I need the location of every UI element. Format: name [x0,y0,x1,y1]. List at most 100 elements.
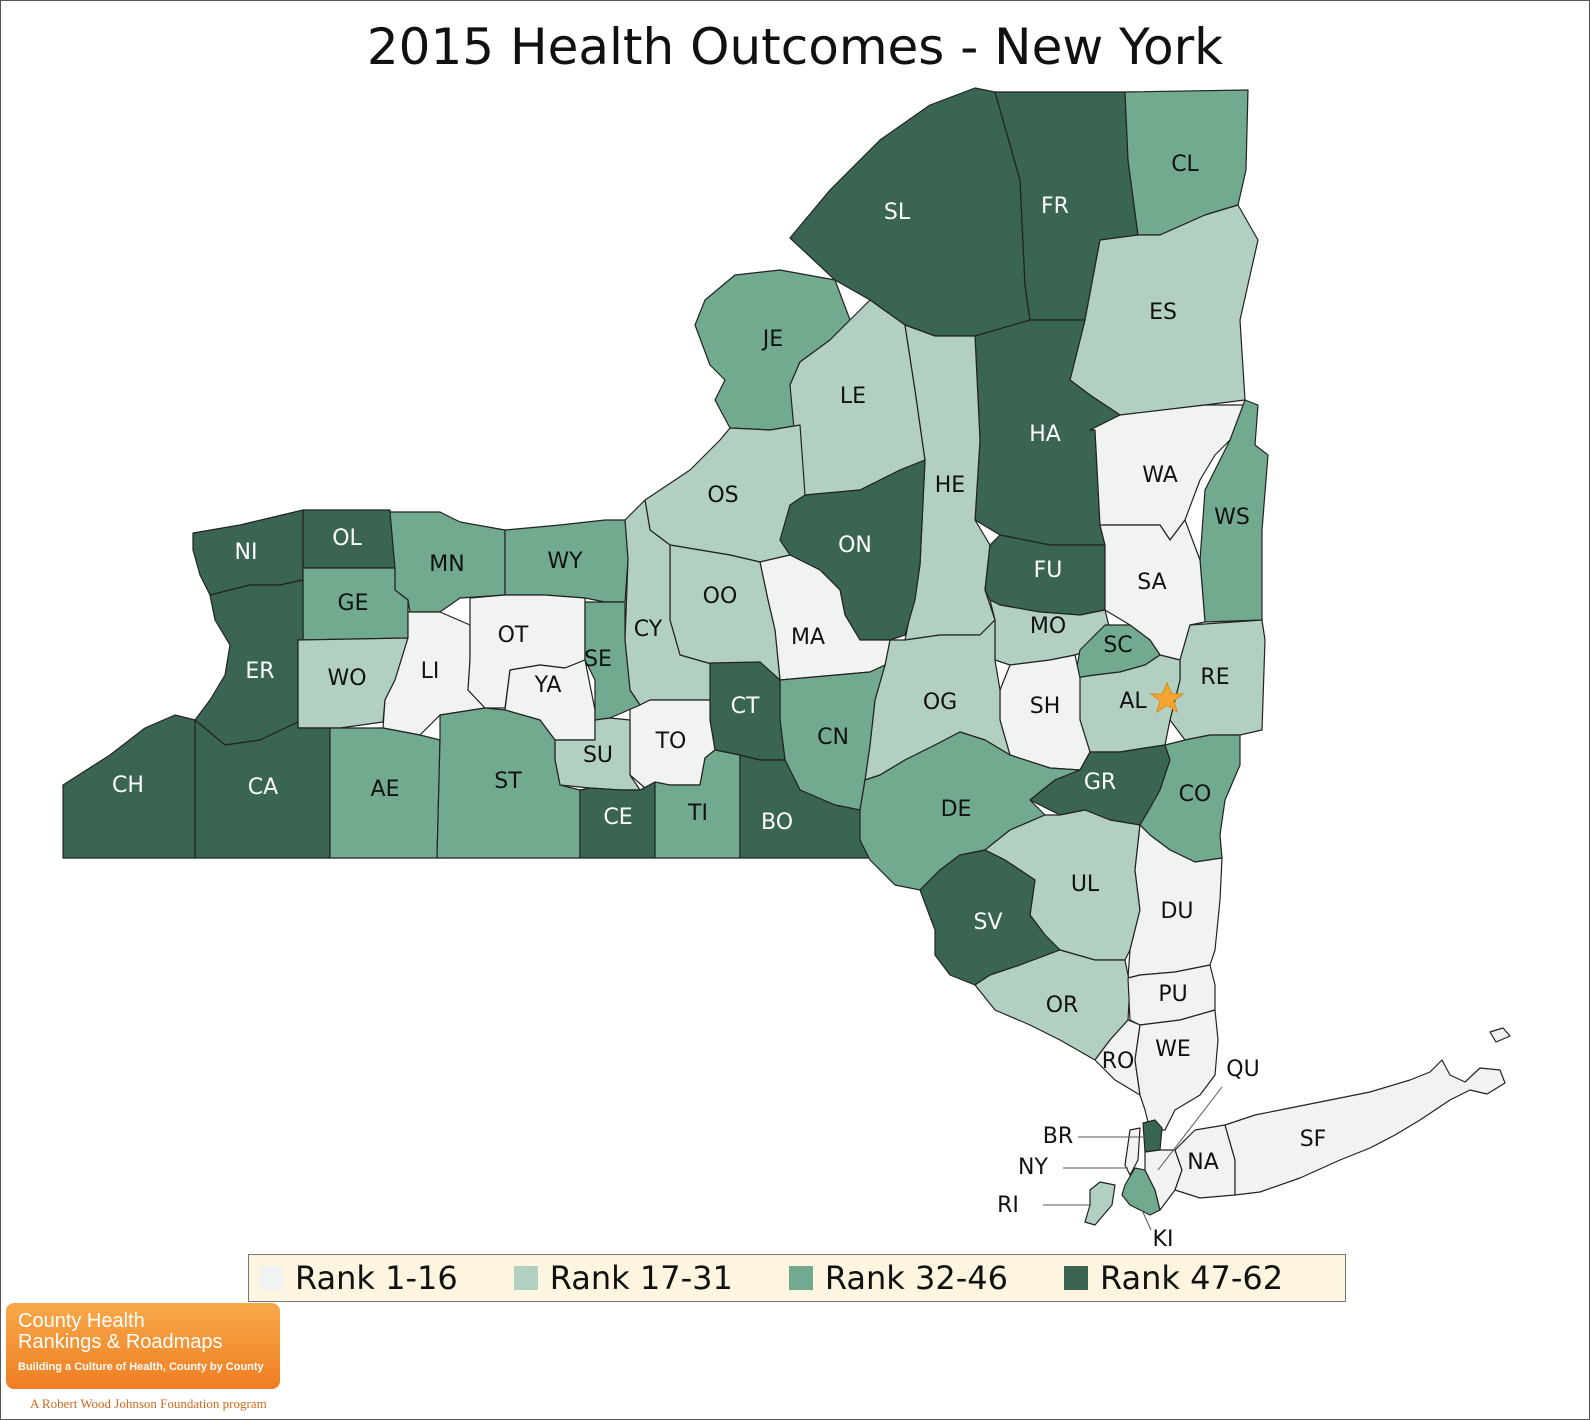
county-label-CY: CY [634,617,663,642]
county-label-SC: SC [1103,633,1132,658]
county-label-UL: UL [1071,872,1100,897]
county-SF-islet [1489,1027,1511,1043]
county-label-NI: NI [235,540,258,565]
capital-star-icon [1149,681,1185,714]
county-SE[interactable] [584,601,641,721]
county-label-NA: NA [1187,1150,1219,1175]
county-SV[interactable] [919,849,1061,986]
county-label-MN: MN [429,552,464,577]
county-label-OR: OR [1046,993,1079,1018]
county-label-SL: SL [884,200,911,225]
legend-swatch [259,1266,283,1290]
county-label-OO: OO [703,584,738,609]
county-WE[interactable] [1134,1009,1219,1131]
county-label-OS: OS [707,483,738,508]
county-label-LE: LE [840,384,866,409]
legend-item-rank-1-16: Rank 1-16 [259,1259,458,1297]
county-DE[interactable] [859,731,1081,891]
county-label-JE: JE [761,327,783,352]
county-label-ON: ON [838,533,872,558]
county-label-FR: FR [1041,194,1069,219]
county-CE[interactable] [579,781,656,859]
county-label-CO: CO [1179,782,1212,807]
county-label-CT: CT [731,694,760,719]
legend-item-rank-47-62: Rank 47-62 [1063,1259,1284,1297]
legend-item-rank-32-46: Rank 32-46 [788,1259,1008,1297]
county-label-SF: SF [1300,1127,1327,1152]
county-label-CN: CN [817,725,849,750]
county-label-HA: HA [1029,422,1061,447]
county-label-RI: RI [997,1193,1019,1218]
county-label-SH: SH [1030,694,1061,719]
county-label-WO: WO [327,666,366,691]
legend-label: Rank 32-46 [824,1259,1008,1297]
county-WS[interactable] [1199,399,1269,623]
county-label-MA: MA [791,625,825,650]
county-label-TI: TI [687,801,708,826]
county-label-SV: SV [973,910,1002,935]
county-ST[interactable] [436,707,581,859]
logo-line-2: Rankings & Roadmaps [18,1331,223,1353]
county-label-WS: WS [1214,505,1250,530]
county-BO[interactable] [739,754,881,859]
county-label-LI: LI [421,659,440,684]
county-label-SE: SE [584,647,612,672]
county-label-AL: AL [1119,689,1147,714]
county-label-FU: FU [1034,558,1063,583]
county-label-DU: DU [1160,899,1193,924]
legend-label: Rank 1-16 [295,1259,458,1297]
county-label-WY: WY [547,549,583,574]
county-label-TO: TO [655,729,687,754]
county-label-QU: QU [1226,1057,1259,1082]
county-label-ES: ES [1149,300,1177,325]
county-label-YA: YA [534,673,562,698]
county-label-NY: NY [1018,1155,1048,1180]
logo-tagline: Building a Culture of Health, County by … [18,1361,264,1373]
county-label-ST: ST [494,769,522,794]
county-label-CA: CA [248,775,278,800]
county-label-BO: BO [761,810,793,835]
chr-logo[interactable]: County Health Rankings & Roadmaps Buildi… [6,1303,280,1389]
county-label-PU: PU [1158,982,1187,1007]
rwjf-program-note: A Robert Wood Johnson Foundation program [30,1396,267,1411]
county-NY[interactable] [1124,1127,1141,1176]
nyc-leader-lines [1043,1086,1223,1231]
logo-line-1: County Health [18,1310,145,1332]
legend-label: Rank 47-62 [1099,1259,1284,1297]
legend-swatch [788,1266,813,1290]
county-label-DE: DE [941,797,972,822]
county-label-WA: WA [1142,463,1178,488]
county-CA[interactable] [194,719,331,859]
county-label-GE: GE [338,591,369,616]
county-label-ER: ER [245,659,274,684]
county-CH[interactable] [62,714,196,859]
county-label-BR: BR [1043,1124,1073,1149]
county-TI[interactable] [654,749,741,859]
county-label-GR: GR [1084,770,1116,795]
legend-swatch [1063,1266,1088,1290]
county-label-MO: MO [1030,614,1066,639]
county-label-CL: CL [1171,152,1199,177]
county-label-AE: AE [371,777,400,802]
county-label-CH: CH [112,773,144,798]
county-label-OL: OL [332,526,362,551]
county-label-SU: SU [583,743,613,768]
logo-title: County Health Rankings & Roadmaps [18,1311,223,1353]
county-label-KI: KI [1153,1227,1174,1252]
legend-item-rank-17-31: Rank 17-31 [513,1259,733,1297]
county-label-SA: SA [1137,570,1166,595]
county-SF[interactable] [1224,1059,1506,1196]
legend: Rank 1-16 Rank 17-31 Rank 32-46 Rank 47-… [248,1254,1346,1302]
county-label-WE: WE [1155,1037,1191,1062]
legend-swatch [513,1266,538,1290]
county-label-RO: RO [1102,1049,1135,1074]
county-RI[interactable] [1084,1181,1116,1226]
county-label-OT: OT [498,623,529,648]
county-label-CE: CE [603,805,632,830]
county-label-HE: HE [935,473,965,498]
county-label-RE: RE [1200,665,1229,690]
map-title: 2015 Health Outcomes - New York [366,18,1224,76]
county-label-OG: OG [923,690,957,715]
county-BR[interactable] [1142,1119,1163,1153]
